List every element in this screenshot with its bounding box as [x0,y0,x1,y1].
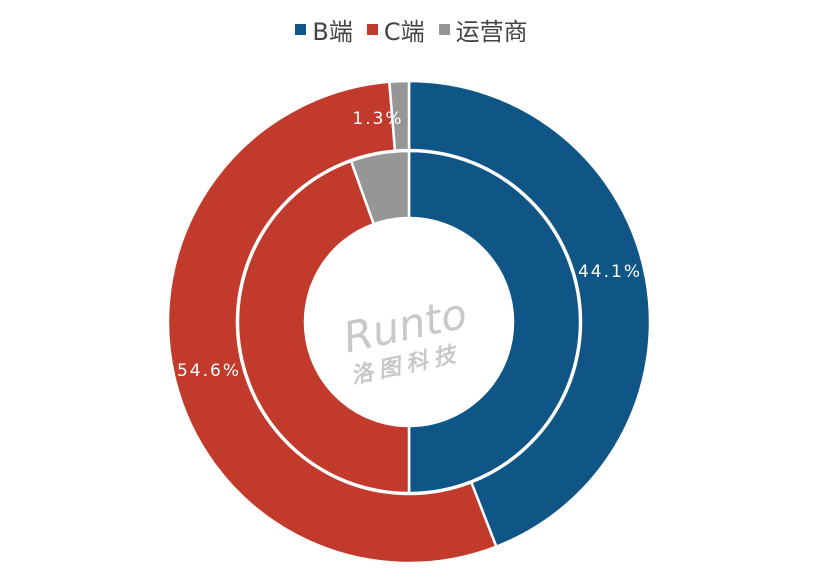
inner-slice-1 [236,159,411,495]
legend-label-operator: 运营商 [455,18,528,46]
data-label-0: 44.1% [578,262,642,282]
inner-ring [236,149,582,495]
outer-ring [166,79,652,565]
legend-label-b: B端 [312,18,353,46]
data-labels: 44.1% 54.6% 1.3% [177,109,642,381]
inner-slice-2 [349,149,411,226]
data-label-2: 1.3% [352,109,403,129]
data-label-1: 54.6% [177,361,241,381]
legend-swatch-c [366,24,378,35]
watermark-logo: Runto 洛图科技 [339,289,471,390]
legend-item-c: C端 [366,12,425,47]
legend-item-operator: 运营商 [438,12,528,47]
legend-swatch-b [295,24,307,35]
legend-label-c: C端 [383,18,425,46]
inner-slice-0 [407,149,582,495]
chart-legend: B端 C端 运营商 [0,12,823,47]
legend-item-b: B端 [295,12,353,47]
legend-swatch-operator [438,24,450,35]
